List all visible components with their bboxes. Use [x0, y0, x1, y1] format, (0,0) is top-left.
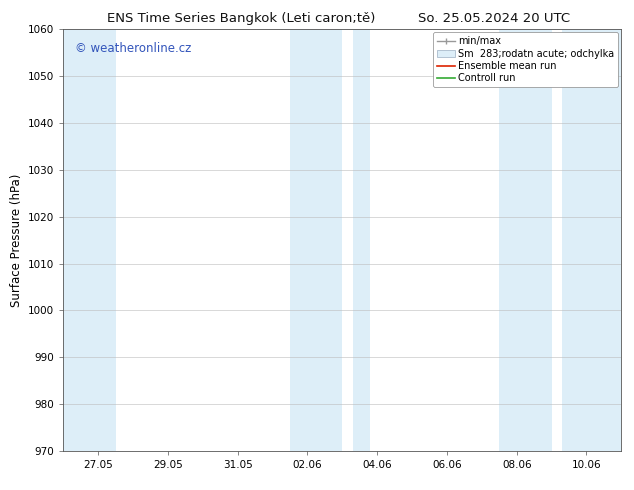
Text: So. 25.05.2024 20 UTC: So. 25.05.2024 20 UTC	[418, 12, 571, 25]
Bar	[500, 29, 552, 451]
Y-axis label: Surface Pressure (hPa): Surface Pressure (hPa)	[10, 173, 23, 307]
Bar	[63, 29, 115, 451]
Text: © weatheronline.cz: © weatheronline.cz	[75, 42, 191, 55]
Text: ENS Time Series Bangkok (Leti caron;tě): ENS Time Series Bangkok (Leti caron;tě)	[107, 12, 375, 25]
Bar	[290, 29, 342, 451]
Legend: min/max, Sm  283;rodatn acute; odchylka, Ensemble mean run, Controll run: min/max, Sm 283;rodatn acute; odchylka, …	[433, 32, 618, 87]
Bar	[353, 29, 370, 451]
Bar	[562, 29, 621, 451]
